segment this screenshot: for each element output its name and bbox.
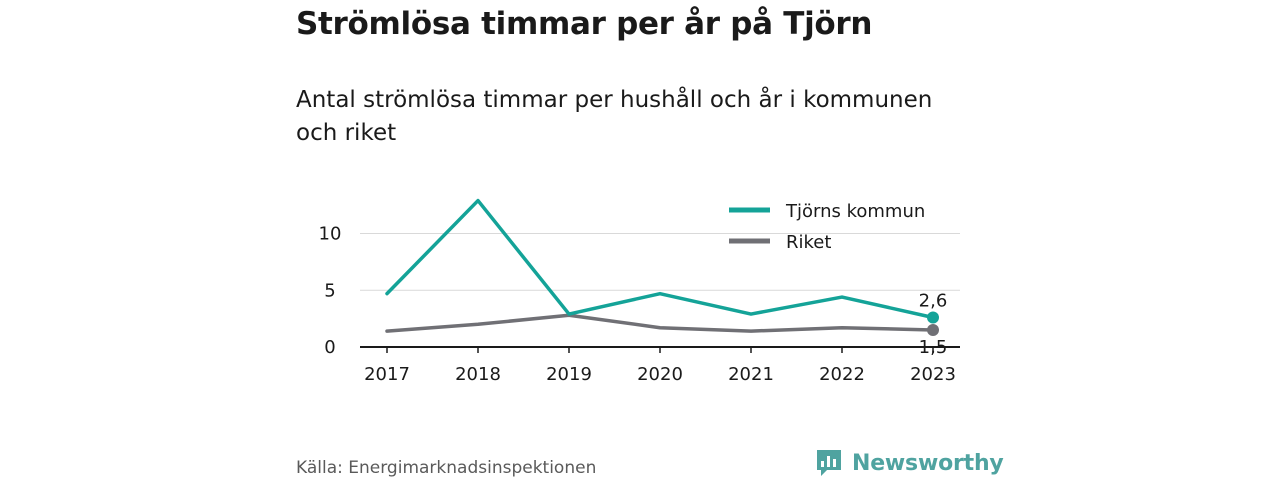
series-end-point xyxy=(927,323,939,336)
x-tick-label: 2020 xyxy=(637,364,683,385)
bar-chart-bubble-icon xyxy=(817,450,841,476)
x-tick-label: 2019 xyxy=(546,364,592,385)
y-tick-label: 10 xyxy=(319,224,342,245)
series-line xyxy=(385,198,935,320)
chart-title: Strömlösa timmar per år på Tjörn xyxy=(296,6,873,42)
x-tick-label: 2017 xyxy=(364,364,410,385)
legend-label: Tjörns kommun xyxy=(785,201,925,222)
end-value-label: 1,5 xyxy=(919,337,948,358)
end-value-label: 2,6 xyxy=(919,290,948,311)
brand-name: Newsworthy xyxy=(852,450,1004,476)
x-tick-label: 2023 xyxy=(910,364,956,385)
brand-logo: Newsworthy xyxy=(815,446,1004,480)
source-note: Källa: Energimarknadsinspektionen xyxy=(296,458,597,478)
series-end-point xyxy=(927,311,939,324)
x-tick-label: 2022 xyxy=(819,364,865,385)
x-tick-label: 2018 xyxy=(455,364,501,385)
series-line xyxy=(385,313,935,333)
y-tick-label: 5 xyxy=(324,280,335,301)
legend-label: Riket xyxy=(786,232,831,253)
x-tick-label: 2021 xyxy=(728,364,774,385)
y-tick-label: 0 xyxy=(324,337,335,358)
chart-subtitle: Antal strömlösa timmar per hushåll och å… xyxy=(296,87,933,146)
